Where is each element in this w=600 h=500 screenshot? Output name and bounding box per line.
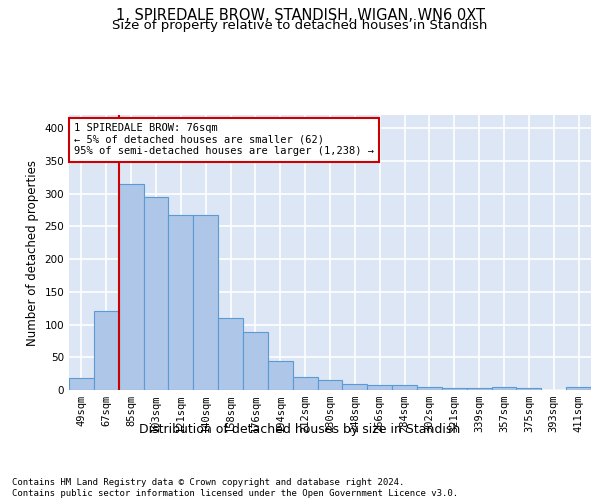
Bar xyxy=(218,318,243,390)
Bar xyxy=(566,388,591,390)
Bar xyxy=(517,388,541,390)
Bar xyxy=(193,215,218,390)
Text: 1, SPIREDALE BROW, STANDISH, WIGAN, WN6 0XT: 1, SPIREDALE BROW, STANDISH, WIGAN, WN6 … xyxy=(115,8,485,22)
Bar xyxy=(143,197,169,390)
Bar xyxy=(343,384,367,390)
Text: 1 SPIREDALE BROW: 76sqm
← 5% of detached houses are smaller (62)
95% of semi-det: 1 SPIREDALE BROW: 76sqm ← 5% of detached… xyxy=(74,123,374,156)
Bar xyxy=(94,312,119,390)
Bar xyxy=(119,184,143,390)
Bar xyxy=(317,380,343,390)
Bar xyxy=(367,385,392,390)
Bar xyxy=(417,386,442,390)
Bar xyxy=(293,377,317,390)
Text: Size of property relative to detached houses in Standish: Size of property relative to detached ho… xyxy=(112,19,488,32)
Bar xyxy=(268,360,293,390)
Bar xyxy=(467,388,491,390)
Bar xyxy=(491,386,517,390)
Bar xyxy=(243,332,268,390)
Bar xyxy=(69,378,94,390)
Bar xyxy=(442,388,467,390)
Y-axis label: Number of detached properties: Number of detached properties xyxy=(26,160,39,346)
Text: Contains HM Land Registry data © Crown copyright and database right 2024.
Contai: Contains HM Land Registry data © Crown c… xyxy=(12,478,458,498)
Bar xyxy=(392,386,417,390)
Text: Distribution of detached houses by size in Standish: Distribution of detached houses by size … xyxy=(139,422,461,436)
Bar xyxy=(169,215,193,390)
